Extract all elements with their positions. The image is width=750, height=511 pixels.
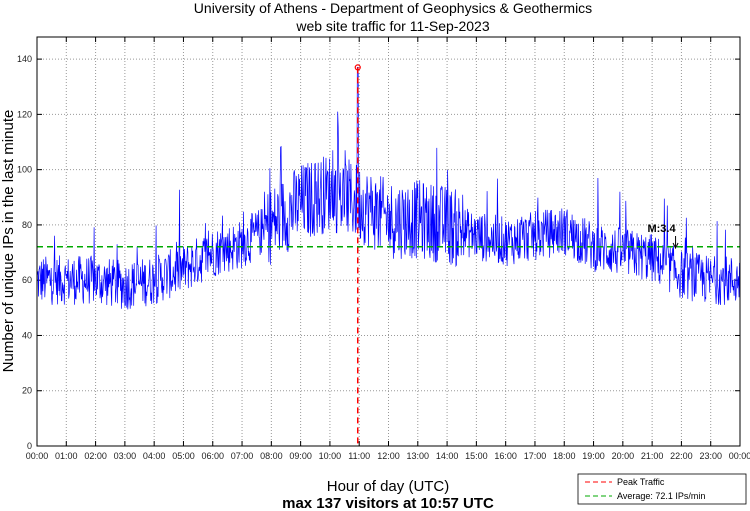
x-tick-label: 12:00 bbox=[377, 451, 400, 461]
x-axis-label: Hour of day (UTC) bbox=[327, 478, 450, 495]
x-tick-label: 18:00 bbox=[553, 451, 576, 461]
x-tick-label: 20:00 bbox=[612, 451, 635, 461]
y-tick-label: 80 bbox=[22, 220, 32, 230]
x-tick-label: 10:00 bbox=[319, 451, 342, 461]
x-tick-label: 15:00 bbox=[465, 451, 488, 461]
peak-summary: max 137 visitors at 10:57 UTC bbox=[282, 495, 494, 511]
x-tick-label: 17:00 bbox=[524, 451, 547, 461]
x-tick-label: 03:00 bbox=[114, 451, 137, 461]
chart-title: University of Athens - Department of Geo… bbox=[194, 0, 592, 16]
plot-frame bbox=[36, 36, 741, 447]
x-tick-label: 04:00 bbox=[143, 451, 166, 461]
legend-average-label: Average: 72.1 IPs/min bbox=[617, 491, 705, 501]
y-tick-label: 0 bbox=[27, 441, 32, 451]
y-tick-label: 100 bbox=[17, 165, 32, 175]
y-tick-label: 120 bbox=[17, 109, 32, 119]
legend-peak-label: Peak Traffic bbox=[617, 477, 665, 487]
x-tick-label: 22:00 bbox=[670, 451, 693, 461]
x-tick-label: 06:00 bbox=[201, 451, 224, 461]
x-tick-label: 07:00 bbox=[231, 451, 254, 461]
y-tick-label: 20 bbox=[22, 386, 32, 396]
x-tick-label: 19:00 bbox=[582, 451, 605, 461]
x-tick-label: 08:00 bbox=[260, 451, 283, 461]
x-tick-label: 09:00 bbox=[289, 451, 312, 461]
axis-ticks: 00:00 01:00 02:00 03:00 04:00 05:00 06:00 07:00… bbox=[17, 37, 750, 461]
y-tick-label: 140 bbox=[17, 54, 32, 64]
y-tick-label: 40 bbox=[22, 330, 32, 340]
x-tick-label: 01:00 bbox=[55, 451, 78, 461]
y-axis-label: Number of unique IPs in the last minute bbox=[0, 110, 17, 373]
x-tick-label: 11:00 bbox=[348, 451, 370, 461]
x-tick-label: 14:00 bbox=[436, 451, 459, 461]
peak-marker bbox=[354, 64, 361, 71]
y-tick-label: 60 bbox=[22, 275, 32, 285]
x-tick-label: 21:00 bbox=[641, 451, 664, 461]
x-tick-label: 16:00 bbox=[494, 451, 517, 461]
overlay bbox=[37, 64, 740, 446]
series-traffic bbox=[36, 67, 741, 310]
annotation-arrow-head bbox=[672, 242, 679, 250]
chart-subtitle: web site traffic for 11-Sep-2023 bbox=[295, 18, 489, 34]
x-tick-label: 13:00 bbox=[407, 451, 430, 461]
x-tick-label: 00:00 bbox=[26, 451, 49, 461]
x-tick-label: 05:00 bbox=[172, 451, 195, 461]
x-tick-label: 02:00 bbox=[84, 451, 107, 461]
x-tick-label: 23:00 bbox=[699, 451, 722, 461]
grid bbox=[37, 37, 740, 446]
traffic-line bbox=[36, 67, 741, 310]
x-tick-label: 00:00 bbox=[729, 451, 750, 461]
legend: Peak Traffic Average: 72.1 IPs/min bbox=[577, 473, 747, 505]
earthquake-annotation: M:3.4 bbox=[647, 223, 676, 235]
